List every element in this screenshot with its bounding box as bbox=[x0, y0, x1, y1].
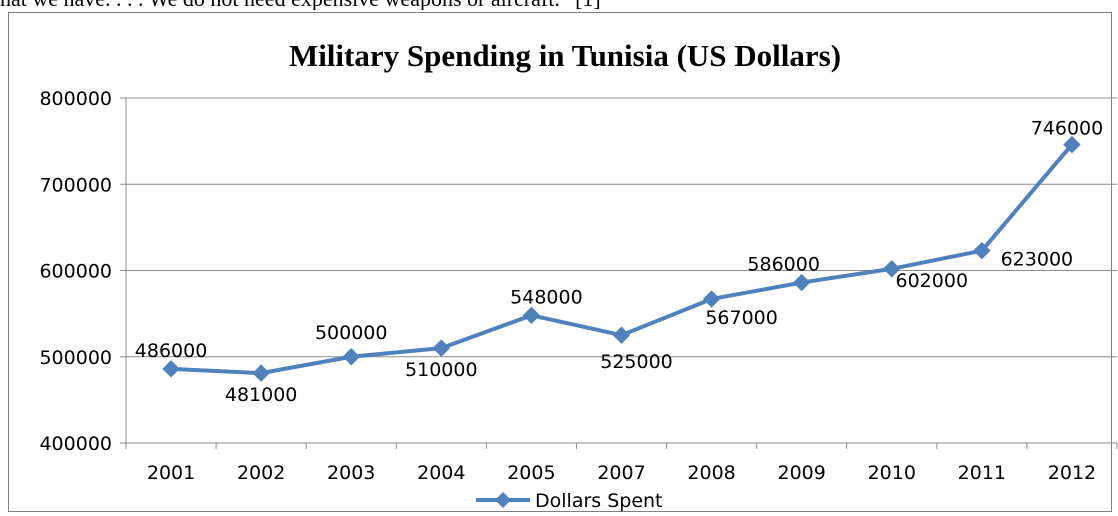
data-label: 623000 bbox=[1001, 249, 1074, 271]
data-point bbox=[162, 360, 180, 378]
y-tick-label: 500000 bbox=[39, 347, 112, 369]
data-label: 486000 bbox=[135, 340, 208, 362]
grid-lines bbox=[126, 97, 1117, 358]
data-label: 746000 bbox=[1031, 118, 1104, 140]
x-tick-label: 2001 bbox=[147, 462, 195, 484]
x-tick-label: 2002 bbox=[237, 462, 285, 484]
data-labels: 486000 481000 500000 510000 548000 525000 5670… bbox=[135, 118, 1103, 407]
data-point bbox=[883, 260, 901, 278]
x-tick-label: 2012 bbox=[1048, 462, 1096, 484]
x-tick-label: 2003 bbox=[327, 462, 375, 484]
x-tick-label: 2008 bbox=[687, 462, 735, 484]
data-label: 602000 bbox=[896, 270, 969, 292]
y-tick-label: 600000 bbox=[39, 261, 112, 283]
x-tick-label: 2007 bbox=[597, 462, 645, 484]
data-point bbox=[702, 290, 721, 308]
y-axis: 400000 500000 600000 700000 800000 bbox=[39, 88, 127, 455]
x-tick-label: 2011 bbox=[958, 462, 1006, 484]
data-point bbox=[1063, 135, 1081, 154]
x-tick-label: 2010 bbox=[868, 462, 916, 484]
x-tick-label: 2004 bbox=[417, 462, 465, 484]
y-tick-label: 400000 bbox=[39, 433, 112, 455]
x-tick-label: 2009 bbox=[778, 462, 826, 484]
data-label: 510000 bbox=[405, 359, 478, 381]
document-text: hat we have. . . . We do not need expens… bbox=[0, 0, 1118, 10]
x-tick-label: 2005 bbox=[507, 462, 555, 484]
data-label: 500000 bbox=[315, 322, 388, 344]
legend-marker bbox=[495, 492, 511, 508]
data-label: 586000 bbox=[747, 254, 820, 276]
data-point bbox=[432, 339, 451, 357]
data-label: 567000 bbox=[705, 307, 778, 329]
data-series bbox=[162, 135, 1081, 382]
data-label: 525000 bbox=[600, 351, 673, 373]
data-point bbox=[342, 348, 360, 366]
data-point bbox=[973, 241, 991, 260]
data-label: 481000 bbox=[225, 384, 298, 406]
data-point bbox=[612, 326, 631, 344]
data-label: 548000 bbox=[510, 286, 583, 308]
data-point bbox=[252, 364, 270, 382]
legend-label: Dollars Spent bbox=[535, 490, 663, 512]
data-point bbox=[522, 306, 541, 325]
legend: Dollars Spent bbox=[476, 490, 663, 512]
y-tick-label: 700000 bbox=[39, 174, 112, 196]
chart-title: Military Spending in Tunisia (US Dollars… bbox=[289, 38, 841, 73]
y-tick-label: 800000 bbox=[39, 88, 112, 110]
x-axis: 2001 2002 2003 2004 2005 2007 2008 2009 2010 2011… bbox=[125, 442, 1118, 484]
data-point bbox=[792, 273, 811, 292]
